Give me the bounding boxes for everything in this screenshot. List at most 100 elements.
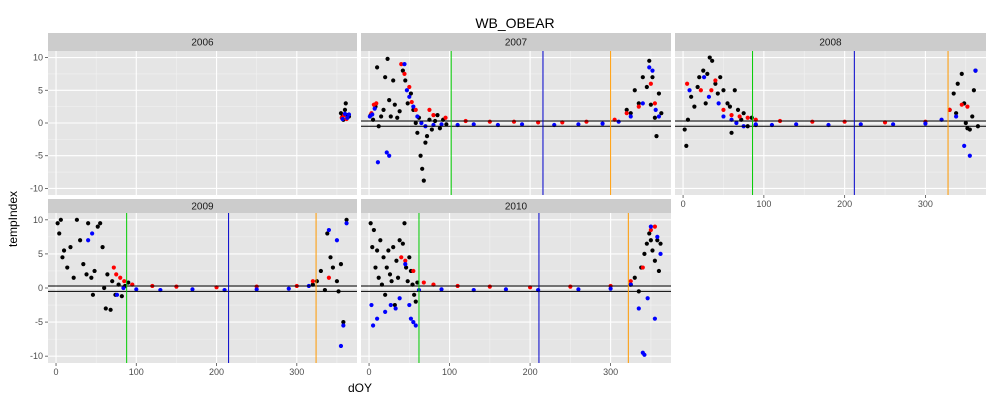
point-black: [682, 127, 687, 132]
point-red: [965, 104, 970, 109]
point-black: [951, 91, 956, 96]
point-black: [713, 81, 718, 86]
point-black: [60, 255, 65, 260]
point-black: [435, 113, 440, 118]
point-blue: [338, 343, 344, 349]
point-blue: [647, 65, 652, 70]
point-red: [737, 114, 742, 119]
point-red: [628, 279, 633, 284]
point-blue: [642, 352, 647, 357]
point-red: [111, 265, 116, 270]
point-black: [105, 272, 110, 277]
point-blue: [345, 115, 350, 120]
point-black: [84, 272, 89, 277]
point-blue: [419, 120, 424, 126]
point-blue: [341, 323, 346, 328]
point-red: [959, 102, 964, 107]
point-black: [387, 272, 393, 277]
point-black: [648, 102, 653, 107]
point-red: [399, 255, 404, 260]
point-black: [395, 275, 401, 280]
point-black: [65, 265, 70, 270]
point-blue: [407, 302, 412, 308]
point-black: [721, 88, 726, 93]
point-black: [710, 58, 715, 63]
point-black: [391, 244, 396, 250]
point-red: [511, 119, 517, 124]
strip-bg-2008: [675, 33, 986, 51]
point-blue: [962, 143, 967, 149]
point-black: [403, 78, 408, 83]
point-black: [397, 238, 402, 243]
point-blue: [640, 101, 645, 106]
strip-label-2006: 2006: [191, 38, 214, 49]
point-blue: [973, 68, 978, 73]
point-black: [652, 115, 657, 120]
point-black: [703, 101, 708, 106]
point-black: [318, 268, 323, 274]
point-red: [403, 258, 408, 263]
point-blue: [471, 122, 476, 127]
point-black: [376, 275, 381, 280]
point-red: [947, 107, 952, 113]
point-black: [408, 91, 414, 96]
strip-bg-2010: [361, 199, 671, 213]
point-red: [721, 107, 726, 113]
point-black: [334, 279, 340, 284]
point-black: [57, 231, 62, 236]
point-black: [394, 258, 399, 263]
point-red: [729, 113, 734, 118]
point-blue: [90, 231, 95, 236]
point-black: [705, 71, 710, 77]
y-axis-title: tempIndex: [6, 191, 20, 247]
point-blue: [794, 122, 799, 127]
point-black: [373, 265, 378, 270]
point-red: [745, 115, 750, 120]
x-tick-label: 100: [756, 199, 771, 209]
point-blue: [411, 319, 416, 325]
y-tick-label: 5: [38, 85, 43, 95]
point-black: [697, 75, 702, 80]
y-tick-label: 0: [38, 118, 43, 128]
point-black: [970, 114, 975, 119]
point-blue: [407, 94, 412, 99]
point-black: [413, 120, 418, 126]
point-black: [647, 231, 652, 236]
point-blue: [369, 302, 374, 308]
panel-2008: 2008 0 100 200 300: [675, 33, 986, 209]
point-blue: [393, 306, 398, 311]
point-black: [55, 221, 60, 226]
point-black: [108, 307, 113, 312]
point-black: [388, 114, 393, 119]
point-red: [487, 119, 492, 124]
point-black: [98, 221, 103, 226]
point-blue: [652, 316, 657, 321]
point-black: [654, 133, 659, 139]
point-black: [379, 114, 384, 119]
point-blue: [254, 287, 259, 292]
point-red: [640, 265, 645, 270]
point-red: [709, 88, 714, 93]
point-red: [443, 115, 448, 120]
point-black: [68, 244, 73, 250]
point-black: [383, 292, 388, 297]
point-red: [118, 275, 123, 280]
point-blue: [134, 287, 139, 292]
point-blue: [403, 262, 408, 267]
point-black: [78, 238, 83, 243]
point-red: [114, 272, 119, 277]
point-red: [421, 280, 426, 285]
point-blue: [503, 287, 509, 292]
point-blue: [608, 286, 613, 291]
point-blue: [645, 296, 650, 301]
point-blue: [600, 121, 605, 126]
strip-bg-2006: [48, 33, 357, 51]
point-black: [368, 221, 373, 226]
point-black: [90, 292, 96, 297]
point-black: [655, 238, 660, 243]
point-blue: [344, 221, 349, 226]
point-blue: [408, 316, 414, 321]
point-blue: [519, 122, 525, 127]
point-red: [427, 107, 432, 113]
